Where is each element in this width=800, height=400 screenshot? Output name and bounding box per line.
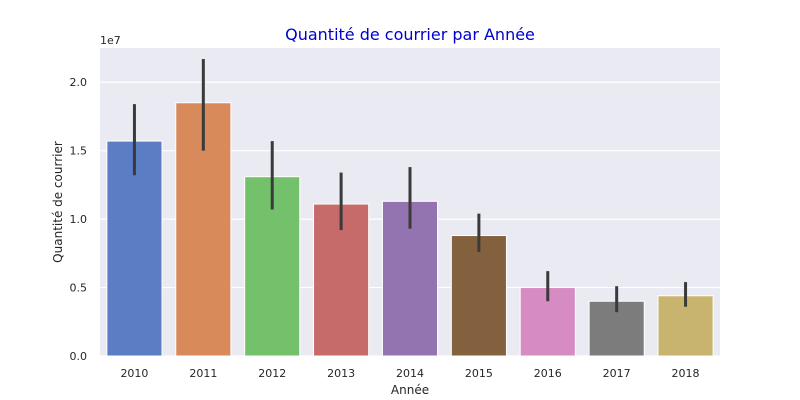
x-tick-label: 2018 bbox=[672, 367, 700, 380]
y-tick-label: 0.5 bbox=[70, 282, 88, 295]
y-tick-label: 0.0 bbox=[70, 350, 88, 363]
x-tick-label: 2015 bbox=[465, 367, 493, 380]
x-tick-label: 2012 bbox=[258, 367, 286, 380]
x-tick-label: 2013 bbox=[327, 367, 355, 380]
error-bars-group bbox=[132, 58, 688, 313]
y-tick-label: 1.5 bbox=[70, 145, 88, 158]
bar-2010 bbox=[106, 140, 163, 357]
bar-2013 bbox=[313, 203, 370, 357]
y-tick-label: 2.0 bbox=[70, 76, 88, 89]
bar-2015 bbox=[450, 235, 507, 357]
x-axis-ticks: 2010 2011 2012 2013 2014 2015 2016 2017 2018 bbox=[120, 367, 699, 380]
x-tick-label: 2011 bbox=[189, 367, 217, 380]
chart-title: Quantité de courrier par Année bbox=[285, 25, 535, 44]
x-axis-label: Année bbox=[391, 383, 429, 397]
x-tick-label: 2016 bbox=[534, 367, 562, 380]
y-axis-ticks: 0.0 0.5 1.0 1.5 2.0 bbox=[70, 76, 88, 363]
y-tick-label: 1.0 bbox=[70, 213, 88, 226]
x-tick-label: 2010 bbox=[120, 367, 148, 380]
y-axis-label: Quantité de courrier bbox=[51, 141, 65, 263]
x-tick-label: 2017 bbox=[603, 367, 631, 380]
y-scale-label: 1e7 bbox=[100, 34, 121, 47]
x-tick-label: 2014 bbox=[396, 367, 424, 380]
